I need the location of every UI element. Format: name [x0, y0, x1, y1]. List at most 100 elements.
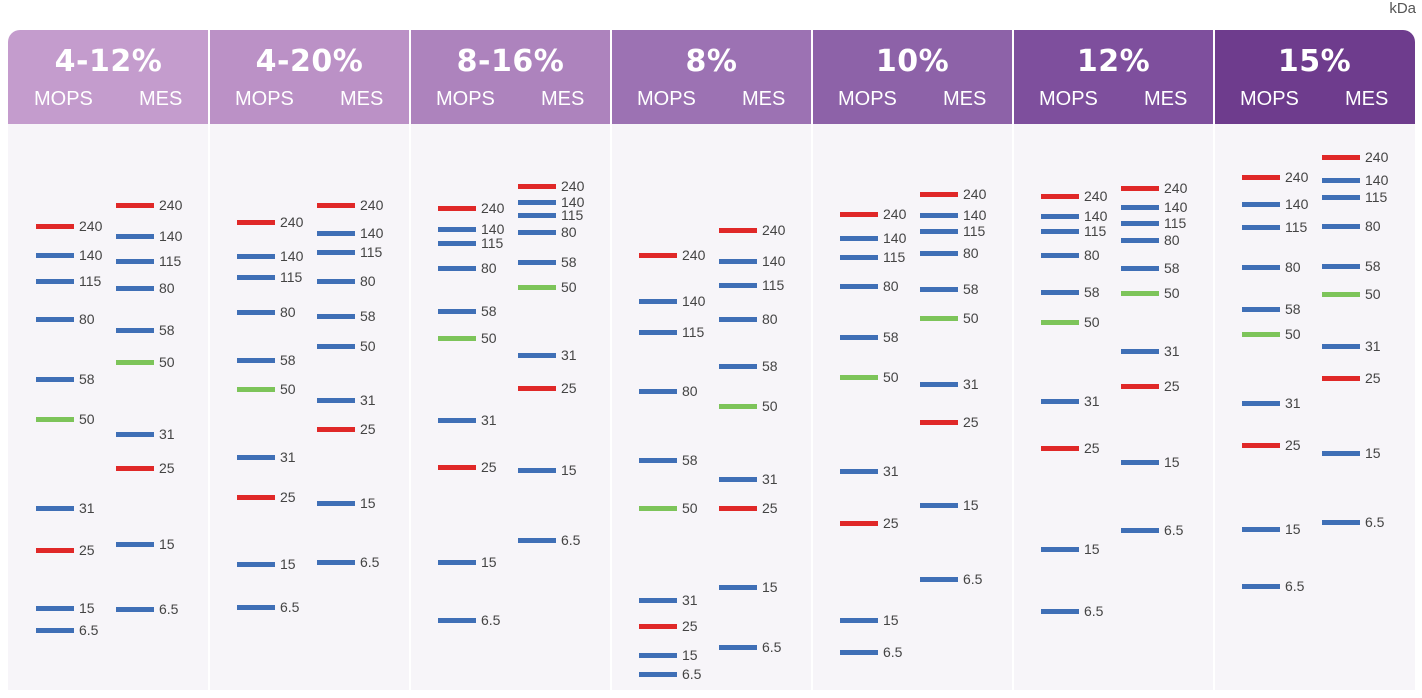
marker-band — [920, 229, 958, 234]
marker-band — [36, 506, 74, 511]
band-kda-label: 6.5 — [1365, 514, 1385, 530]
gel-percentage-title: 8% — [685, 44, 738, 79]
marker-band — [1322, 224, 1360, 229]
marker-band — [518, 386, 556, 391]
marker-band — [1322, 344, 1360, 349]
marker-band — [719, 477, 757, 482]
band-kda-label: 58 — [280, 352, 296, 368]
marker-band — [920, 420, 958, 425]
buffer-label: MES — [541, 88, 585, 110]
band-kda-label: 58 — [481, 303, 497, 319]
column-divider — [610, 30, 612, 690]
marker-band — [1041, 547, 1079, 552]
marker-band — [116, 286, 154, 291]
marker-band — [920, 503, 958, 508]
band-kda-label: 115 — [963, 223, 986, 239]
band-kda-label: 31 — [280, 449, 296, 465]
band-kda-label: 140 — [762, 253, 786, 269]
band-kda-label: 15 — [1084, 541, 1100, 557]
band-kda-label: 6.5 — [159, 601, 179, 617]
marker-band — [1041, 253, 1079, 258]
band-kda-label: 25 — [481, 459, 497, 475]
band-kda-label: 15 — [79, 600, 95, 616]
marker-band — [1242, 401, 1280, 406]
band-kda-label: 25 — [682, 618, 698, 634]
band-kda-label: 31 — [360, 392, 376, 408]
band-kda-label: 115 — [883, 249, 906, 265]
marker-band — [438, 618, 476, 623]
band-kda-label: 15 — [561, 462, 577, 478]
marker-band — [237, 605, 275, 610]
band-kda-label: 58 — [1365, 258, 1381, 274]
marker-band — [1121, 460, 1159, 465]
band-kda-label: 25 — [963, 414, 979, 430]
band-kda-label: 115 — [79, 273, 102, 289]
band-kda-label: 50 — [79, 411, 95, 427]
marker-band — [1322, 155, 1360, 160]
band-kda-label: 50 — [561, 279, 577, 295]
gel-header: 4-20% MOPS MES — [209, 30, 410, 124]
marker-band — [1041, 214, 1079, 219]
band-kda-label: 25 — [762, 500, 778, 516]
marker-band — [36, 548, 74, 553]
gel-column: 15% MOPS MES 240 140 115 80 58 50 31 25 15 6.5 240 140… — [1214, 30, 1415, 690]
marker-band — [518, 184, 556, 189]
marker-band — [719, 506, 757, 511]
marker-band — [1121, 221, 1159, 226]
band-kda-label: 50 — [1365, 286, 1381, 302]
buffer-label: MOPS — [1240, 88, 1299, 110]
buffer-label: MOPS — [637, 88, 696, 110]
marker-band — [317, 501, 355, 506]
marker-band — [639, 389, 677, 394]
gel-header: 4-12% MOPS MES — [8, 30, 209, 124]
band-kda-label: 140 — [963, 207, 987, 223]
band-kda-label: 25 — [159, 460, 175, 476]
band-kda-label: 50 — [481, 330, 497, 346]
buffer-label: MES — [139, 88, 183, 110]
gel-body — [8, 124, 209, 690]
band-kda-label: 15 — [1164, 454, 1180, 470]
marker-band — [1121, 349, 1159, 354]
marker-band — [36, 377, 74, 382]
band-kda-label: 80 — [1164, 232, 1180, 248]
band-kda-label: 58 — [963, 281, 979, 297]
band-kda-label: 31 — [159, 426, 175, 442]
marker-band — [639, 458, 677, 463]
marker-band — [1041, 194, 1079, 199]
band-kda-label: 115 — [561, 207, 584, 223]
band-kda-label: 31 — [1365, 338, 1381, 354]
marker-band — [639, 253, 677, 258]
marker-band — [237, 220, 275, 225]
marker-band — [116, 360, 154, 365]
band-kda-label: 240 — [159, 197, 183, 213]
band-kda-label: 58 — [1285, 301, 1301, 317]
marker-band — [317, 279, 355, 284]
marker-band — [920, 287, 958, 292]
marker-band — [1242, 443, 1280, 448]
marker-band — [719, 585, 757, 590]
marker-band — [1242, 225, 1280, 230]
buffer-label: MES — [742, 88, 786, 110]
gel-column: 4-12% MOPS MES 240 140 115 80 58 50 31 25 15 6.5 240 1… — [8, 30, 209, 690]
gel-body — [611, 124, 812, 690]
marker-band — [237, 455, 275, 460]
band-kda-label: 240 — [682, 247, 706, 263]
band-kda-label: 80 — [360, 273, 376, 289]
band-kda-label: 6.5 — [79, 622, 99, 638]
marker-band — [1242, 175, 1280, 180]
marker-band — [438, 336, 476, 341]
gel-percentage-title: 4-12% — [54, 44, 163, 79]
column-divider — [208, 30, 210, 690]
gel-column: 12% MOPS MES 240 140 115 80 58 50 31 25 15 6.5 240 140… — [1013, 30, 1214, 690]
marker-band — [920, 251, 958, 256]
buffer-label: MOPS — [436, 88, 495, 110]
band-kda-label: 25 — [1365, 370, 1381, 386]
band-kda-label: 58 — [883, 329, 899, 345]
marker-band — [36, 253, 74, 258]
buffer-label: MOPS — [235, 88, 294, 110]
band-kda-label: 6.5 — [1285, 578, 1305, 594]
band-kda-label: 25 — [360, 421, 376, 437]
gel-column: 10% MOPS MES 240 140 115 80 58 50 31 25 15 6.5 240 140… — [812, 30, 1013, 690]
band-kda-label: 80 — [883, 278, 899, 294]
marker-band — [1041, 290, 1079, 295]
